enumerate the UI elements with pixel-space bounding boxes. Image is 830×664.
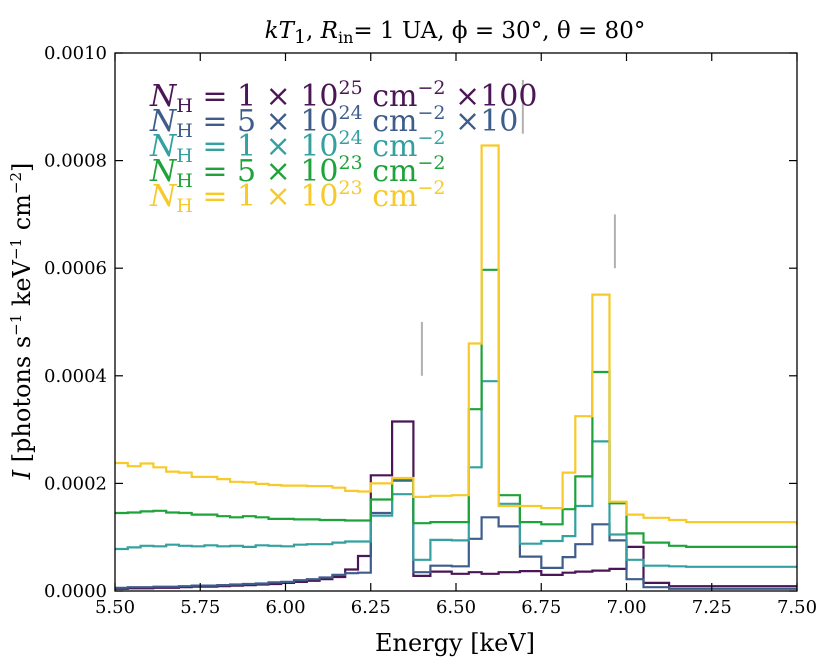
legend-entry-5: NH = 1 × 1023 cm−2 (149, 177, 446, 217)
y-tick-label: 0.0006 (44, 258, 107, 279)
y-tick-label: 0.0000 (44, 581, 107, 602)
y-tick-label: 0.0002 (44, 473, 107, 494)
y-tick-label: 0.0004 (44, 366, 107, 387)
x-axis-label: Energy [keV] (375, 629, 535, 657)
legend-entry-2: NH = 5 × 1024 cm−2 ×10 (149, 102, 518, 142)
x-tick-label: 7.50 (777, 597, 817, 618)
y-tick-label: 0.0008 (44, 151, 107, 172)
legend-entry-3: NH = 1 × 1024 cm−2 (149, 127, 446, 167)
series-line-3 (115, 380, 797, 568)
legend-entry-1: NH = 1 × 1025 cm−2 ×100 (149, 77, 537, 117)
x-tick-label: 6.25 (351, 597, 391, 618)
legend-entry-4: NH = 5 × 1023 cm−2 (149, 152, 446, 192)
x-tick-label: 5.50 (95, 597, 135, 618)
title-r: R (320, 18, 338, 44)
title-r-sub: in (338, 28, 353, 47)
series-line-2 (115, 479, 797, 590)
x-tick-label: 6.00 (265, 597, 305, 618)
title-kt: kT (265, 18, 296, 44)
x-tick-label: 6.75 (521, 597, 561, 618)
series-line-1 (115, 420, 797, 590)
title-rest: = 1 UA, ϕ = 30°, θ = 80° (353, 18, 645, 44)
series-line-4 (115, 268, 797, 548)
x-tick-label: 5.75 (180, 597, 220, 618)
y-tick-label: 0.0010 (44, 43, 107, 64)
svg-text:I [photons s−1 keV−1 cm−2]: I [photons s−1 keV−1 cm−2] (7, 163, 36, 481)
x-tick-label: 7.25 (692, 597, 732, 618)
plot-area (115, 79, 797, 590)
x-tick-label: 6.50 (436, 597, 476, 618)
title-kt-sub: 1 (294, 26, 306, 48)
chart-title: kT1, Rin= 1 UA, ϕ = 30°, θ = 80° (265, 18, 646, 48)
y-axis-label: I [photons s−1 keV−1 cm−2] (7, 163, 36, 481)
series-line-5 (115, 144, 797, 526)
x-tick-label: 7.00 (606, 597, 646, 618)
axis-ticks: 5.50 5.75 6.00 6.25 6.50 6.75 7.00 7.25 7.50 0.00… (44, 43, 817, 618)
